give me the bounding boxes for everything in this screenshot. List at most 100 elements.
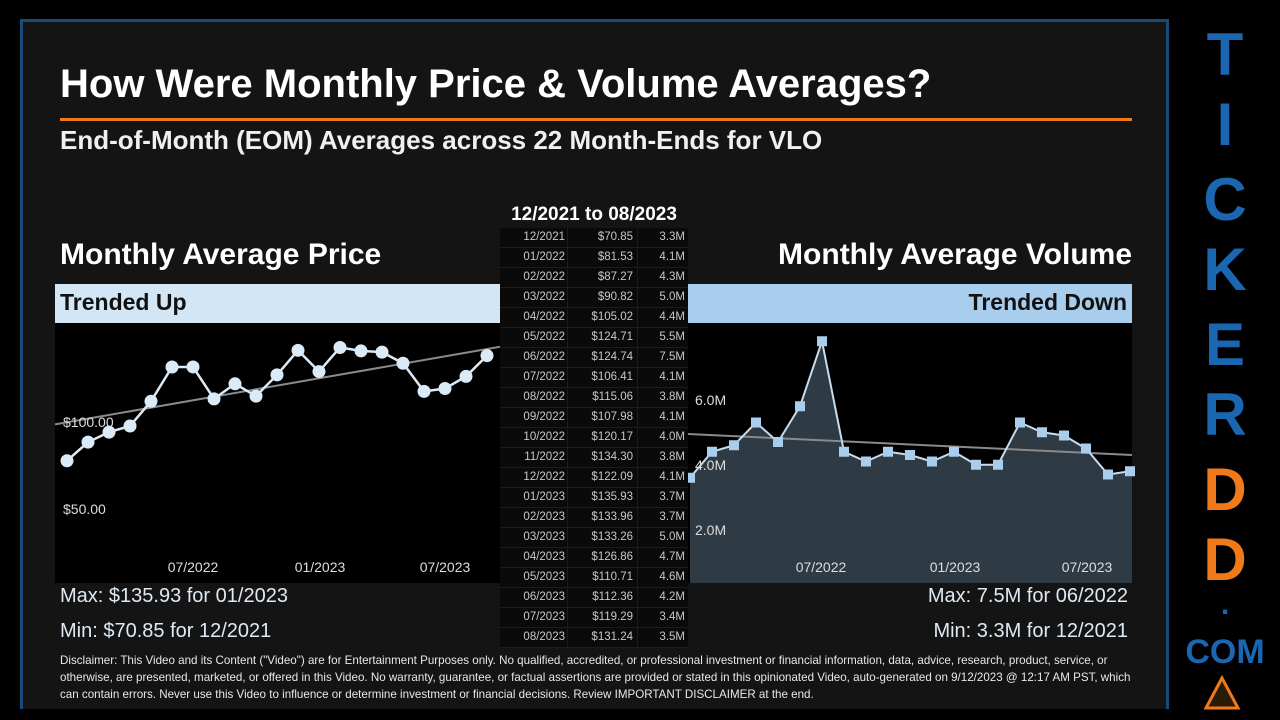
volume-cell: 3.3M <box>659 231 685 243</box>
price-x-tick: 07/2022 <box>168 559 219 575</box>
logo-letter: I <box>1216 91 1234 158</box>
volume-x-tick: 01/2023 <box>930 559 981 575</box>
price-point <box>249 389 263 403</box>
volume-point <box>751 417 761 428</box>
price-y-tick: $100.00 <box>63 414 114 430</box>
volume-y-tick: 2.0M <box>695 522 726 538</box>
price-max: Max: $135.93 for 01/2023 <box>60 585 288 607</box>
logo-letter: D <box>1203 526 1247 593</box>
volume-point <box>839 446 849 457</box>
volume-point <box>1103 469 1113 480</box>
price-cell: $124.74 <box>568 348 638 367</box>
volume-cell: 4.6M <box>659 571 685 583</box>
month-cell: 09/2022 <box>500 408 568 427</box>
table-row: 02/2022 $87.27 4.3M <box>500 268 688 288</box>
date-range: 12/2021 to 08/2023 <box>511 204 677 225</box>
volume-point <box>993 459 1003 470</box>
volume-point <box>905 450 915 460</box>
table-row: 08/2022 $115.06 3.8M <box>500 388 688 408</box>
price-point <box>186 360 200 374</box>
page-title: How Were Monthly Price & Volume Averages… <box>60 62 932 106</box>
volume-heading: Monthly Average Volume <box>778 238 1132 271</box>
price-y-tick: $50.00 <box>63 501 106 517</box>
disclaimer: Disclaimer: This Video and its Content (… <box>60 654 1131 701</box>
price-cell: $126.86 <box>568 548 638 567</box>
table-row: 07/2023 $119.29 3.4M <box>500 608 688 628</box>
table-row: 01/2022 $81.53 4.1M <box>500 248 688 268</box>
volume-point <box>883 446 893 457</box>
volume-point <box>971 459 981 470</box>
volume-cell: 7.5M <box>659 351 685 363</box>
logo-com: COM <box>1185 633 1265 671</box>
volume-x-tick: 07/2022 <box>796 559 847 575</box>
month-cell: 04/2022 <box>500 308 568 327</box>
volume-point <box>1059 430 1069 441</box>
price-point <box>207 392 221 406</box>
volume-point <box>773 437 783 447</box>
price-cell: $81.53 <box>568 248 638 267</box>
volume-cell: 3.7M <box>659 491 685 503</box>
logo-letter: D <box>1203 456 1247 523</box>
price-point <box>396 356 410 370</box>
title-divider <box>60 118 1132 121</box>
price-point <box>417 384 431 398</box>
volume-cell: 4.3M <box>659 271 685 283</box>
month-cell: 07/2022 <box>500 368 568 387</box>
price-point <box>123 419 137 433</box>
price-cell: $110.71 <box>568 568 638 587</box>
volume-min: Min: 3.3M for 12/2021 <box>933 620 1128 642</box>
table-row: 06/2022 $124.74 7.5M <box>500 348 688 368</box>
month-cell: 02/2023 <box>500 508 568 527</box>
price-cell: $87.27 <box>568 268 638 287</box>
subtitle: End-of-Month (EOM) Averages across 22 Mo… <box>60 125 823 155</box>
price-cell: $120.17 <box>568 428 638 447</box>
table-row: 12/2022 $122.09 4.1M <box>500 468 688 488</box>
volume-point <box>1015 417 1025 428</box>
volume-cell: 3.5M <box>659 631 685 643</box>
volume-cell: 4.4M <box>659 311 685 323</box>
month-cell: 03/2023 <box>500 528 568 547</box>
month-cell: 01/2023 <box>500 488 568 507</box>
month-cell: 05/2022 <box>500 328 568 347</box>
price-cell: $119.29 <box>568 608 638 627</box>
volume-x-tick: 07/2023 <box>1062 559 1113 575</box>
logo-letter: . <box>1220 588 1230 621</box>
price-cell: $107.98 <box>568 408 638 427</box>
month-cell: 04/2023 <box>500 548 568 567</box>
volume-point <box>707 446 717 457</box>
volume-cell: 4.0M <box>659 431 685 443</box>
volume-line <box>689 337 1133 479</box>
month-cell: 06/2022 <box>500 348 568 367</box>
volume-cell: 3.4M <box>659 611 685 623</box>
price-point <box>375 345 389 359</box>
volume-cell: 4.1M <box>659 411 685 423</box>
month-cell: 03/2022 <box>500 288 568 307</box>
month-cell: 08/2022 <box>500 388 568 407</box>
month-cell: 06/2023 <box>500 588 568 607</box>
logo-letter: R <box>1203 381 1247 448</box>
price-cell: $112.36 <box>568 588 638 607</box>
table-row: 11/2022 $134.30 3.8M <box>500 448 688 468</box>
data-table: 12/2021 $70.85 3.3M 01/2022 $81.53 4.1M 02/202… <box>500 228 688 648</box>
price-trend-banner: Trended Up <box>55 284 500 324</box>
logo-letter: C <box>1203 166 1247 233</box>
volume-cell: 4.7M <box>659 551 685 563</box>
price-point <box>270 368 284 382</box>
price-cell: $106.41 <box>568 368 638 387</box>
price-point <box>165 360 179 374</box>
price-point <box>102 425 116 439</box>
month-cell: 01/2022 <box>500 248 568 267</box>
price-point <box>438 381 452 395</box>
price-cell: $124.71 <box>568 328 638 347</box>
price-heading: Monthly Average Price <box>60 238 382 271</box>
price-cell: $135.93 <box>568 488 638 507</box>
table-row: 09/2022 $107.98 4.1M <box>500 408 688 428</box>
month-cell: 02/2022 <box>500 268 568 287</box>
month-cell: 05/2023 <box>500 568 568 587</box>
table-row: 05/2023 $110.71 4.6M <box>500 568 688 588</box>
volume-point <box>685 472 695 483</box>
volume-point <box>1125 466 1135 477</box>
month-cell: 10/2022 <box>500 428 568 447</box>
volume-point <box>817 336 827 347</box>
